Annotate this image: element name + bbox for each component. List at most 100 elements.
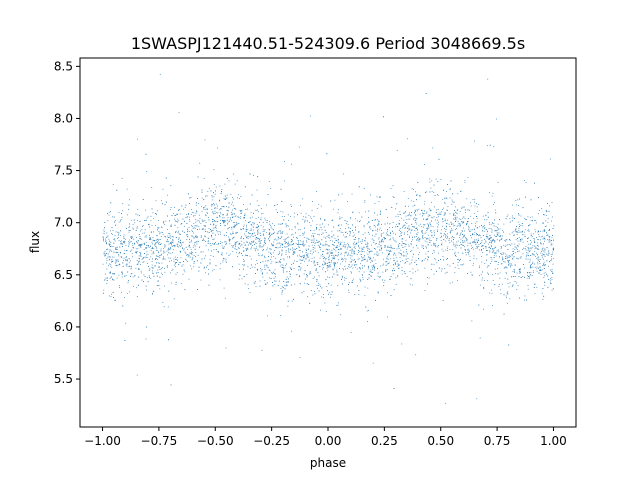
data-point [313, 262, 315, 264]
data-point [332, 269, 334, 271]
data-point [543, 261, 545, 263]
data-point [296, 248, 298, 249]
data-point [367, 268, 369, 270]
data-point [193, 261, 195, 262]
data-point [208, 249, 209, 251]
data-point [551, 244, 553, 245]
data-point [196, 236, 198, 238]
data-point [303, 255, 304, 257]
data-point [223, 217, 225, 219]
data-point [544, 214, 546, 216]
data-point [541, 292, 543, 294]
data-point [309, 259, 310, 261]
data-point [365, 306, 367, 308]
data-point [272, 285, 274, 287]
data-point [366, 242, 368, 244]
data-point [452, 249, 454, 251]
data-point [195, 221, 197, 223]
data-point [286, 233, 288, 235]
data-point [421, 226, 423, 228]
data-point [320, 255, 322, 257]
data-point [402, 260, 404, 261]
data-point [211, 235, 213, 237]
data-point [213, 192, 214, 194]
data-point [530, 248, 532, 250]
data-point [156, 213, 157, 215]
data-point [355, 243, 357, 245]
data-point [475, 243, 477, 245]
data-point [128, 262, 130, 264]
data-point [307, 253, 309, 255]
data-point [335, 263, 337, 265]
data-point [183, 269, 185, 271]
data-point [408, 218, 410, 220]
data-point [135, 213, 137, 215]
data-point [522, 207, 524, 209]
data-point [108, 249, 110, 251]
data-point [118, 212, 120, 213]
data-point [242, 264, 244, 265]
data-point [418, 238, 420, 240]
data-point [483, 248, 484, 249]
data-point [170, 207, 172, 208]
data-point [447, 264, 449, 266]
data-point [140, 255, 142, 257]
data-point [299, 244, 301, 245]
data-point [427, 238, 429, 240]
data-point [325, 279, 327, 281]
data-point [291, 300, 293, 302]
data-point [331, 252, 333, 254]
data-point [234, 216, 236, 218]
data-point [551, 240, 552, 241]
data-point [543, 254, 545, 256]
data-point [539, 269, 541, 271]
data-point [323, 226, 325, 228]
data-point [527, 230, 529, 232]
data-point [358, 186, 360, 188]
data-point [383, 232, 385, 234]
data-point [542, 269, 544, 271]
data-point [293, 251, 295, 253]
data-point [345, 231, 347, 233]
data-point [125, 238, 126, 240]
data-point [266, 204, 267, 206]
data-point [456, 212, 458, 214]
data-point [251, 229, 252, 231]
data-point [160, 244, 161, 245]
data-point [425, 245, 427, 247]
data-point [118, 232, 120, 234]
data-point [229, 238, 230, 240]
data-point [155, 258, 157, 259]
data-point [145, 247, 147, 249]
data-point [140, 270, 142, 272]
data-point [435, 238, 437, 240]
data-point [334, 265, 335, 267]
data-point [388, 254, 390, 255]
data-point [358, 267, 360, 268]
data-point [186, 254, 188, 256]
data-point [458, 268, 460, 269]
data-point [272, 244, 274, 246]
data-point [155, 246, 157, 247]
data-point [186, 254, 187, 256]
data-point [275, 238, 276, 240]
data-point [187, 216, 189, 218]
data-point [271, 245, 273, 246]
data-point [270, 298, 272, 300]
data-point [393, 260, 395, 261]
data-point [206, 231, 208, 233]
data-point [194, 225, 196, 227]
data-point [460, 232, 462, 234]
data-point [553, 249, 554, 250]
data-point [351, 264, 353, 266]
data-point [191, 226, 193, 227]
data-point [436, 262, 438, 264]
data-point [405, 255, 407, 257]
data-point [404, 224, 406, 226]
data-point [342, 258, 343, 260]
data-point [280, 315, 282, 316]
data-point [258, 205, 260, 207]
data-point [316, 224, 318, 226]
data-point [130, 241, 132, 242]
data-point [183, 248, 185, 250]
